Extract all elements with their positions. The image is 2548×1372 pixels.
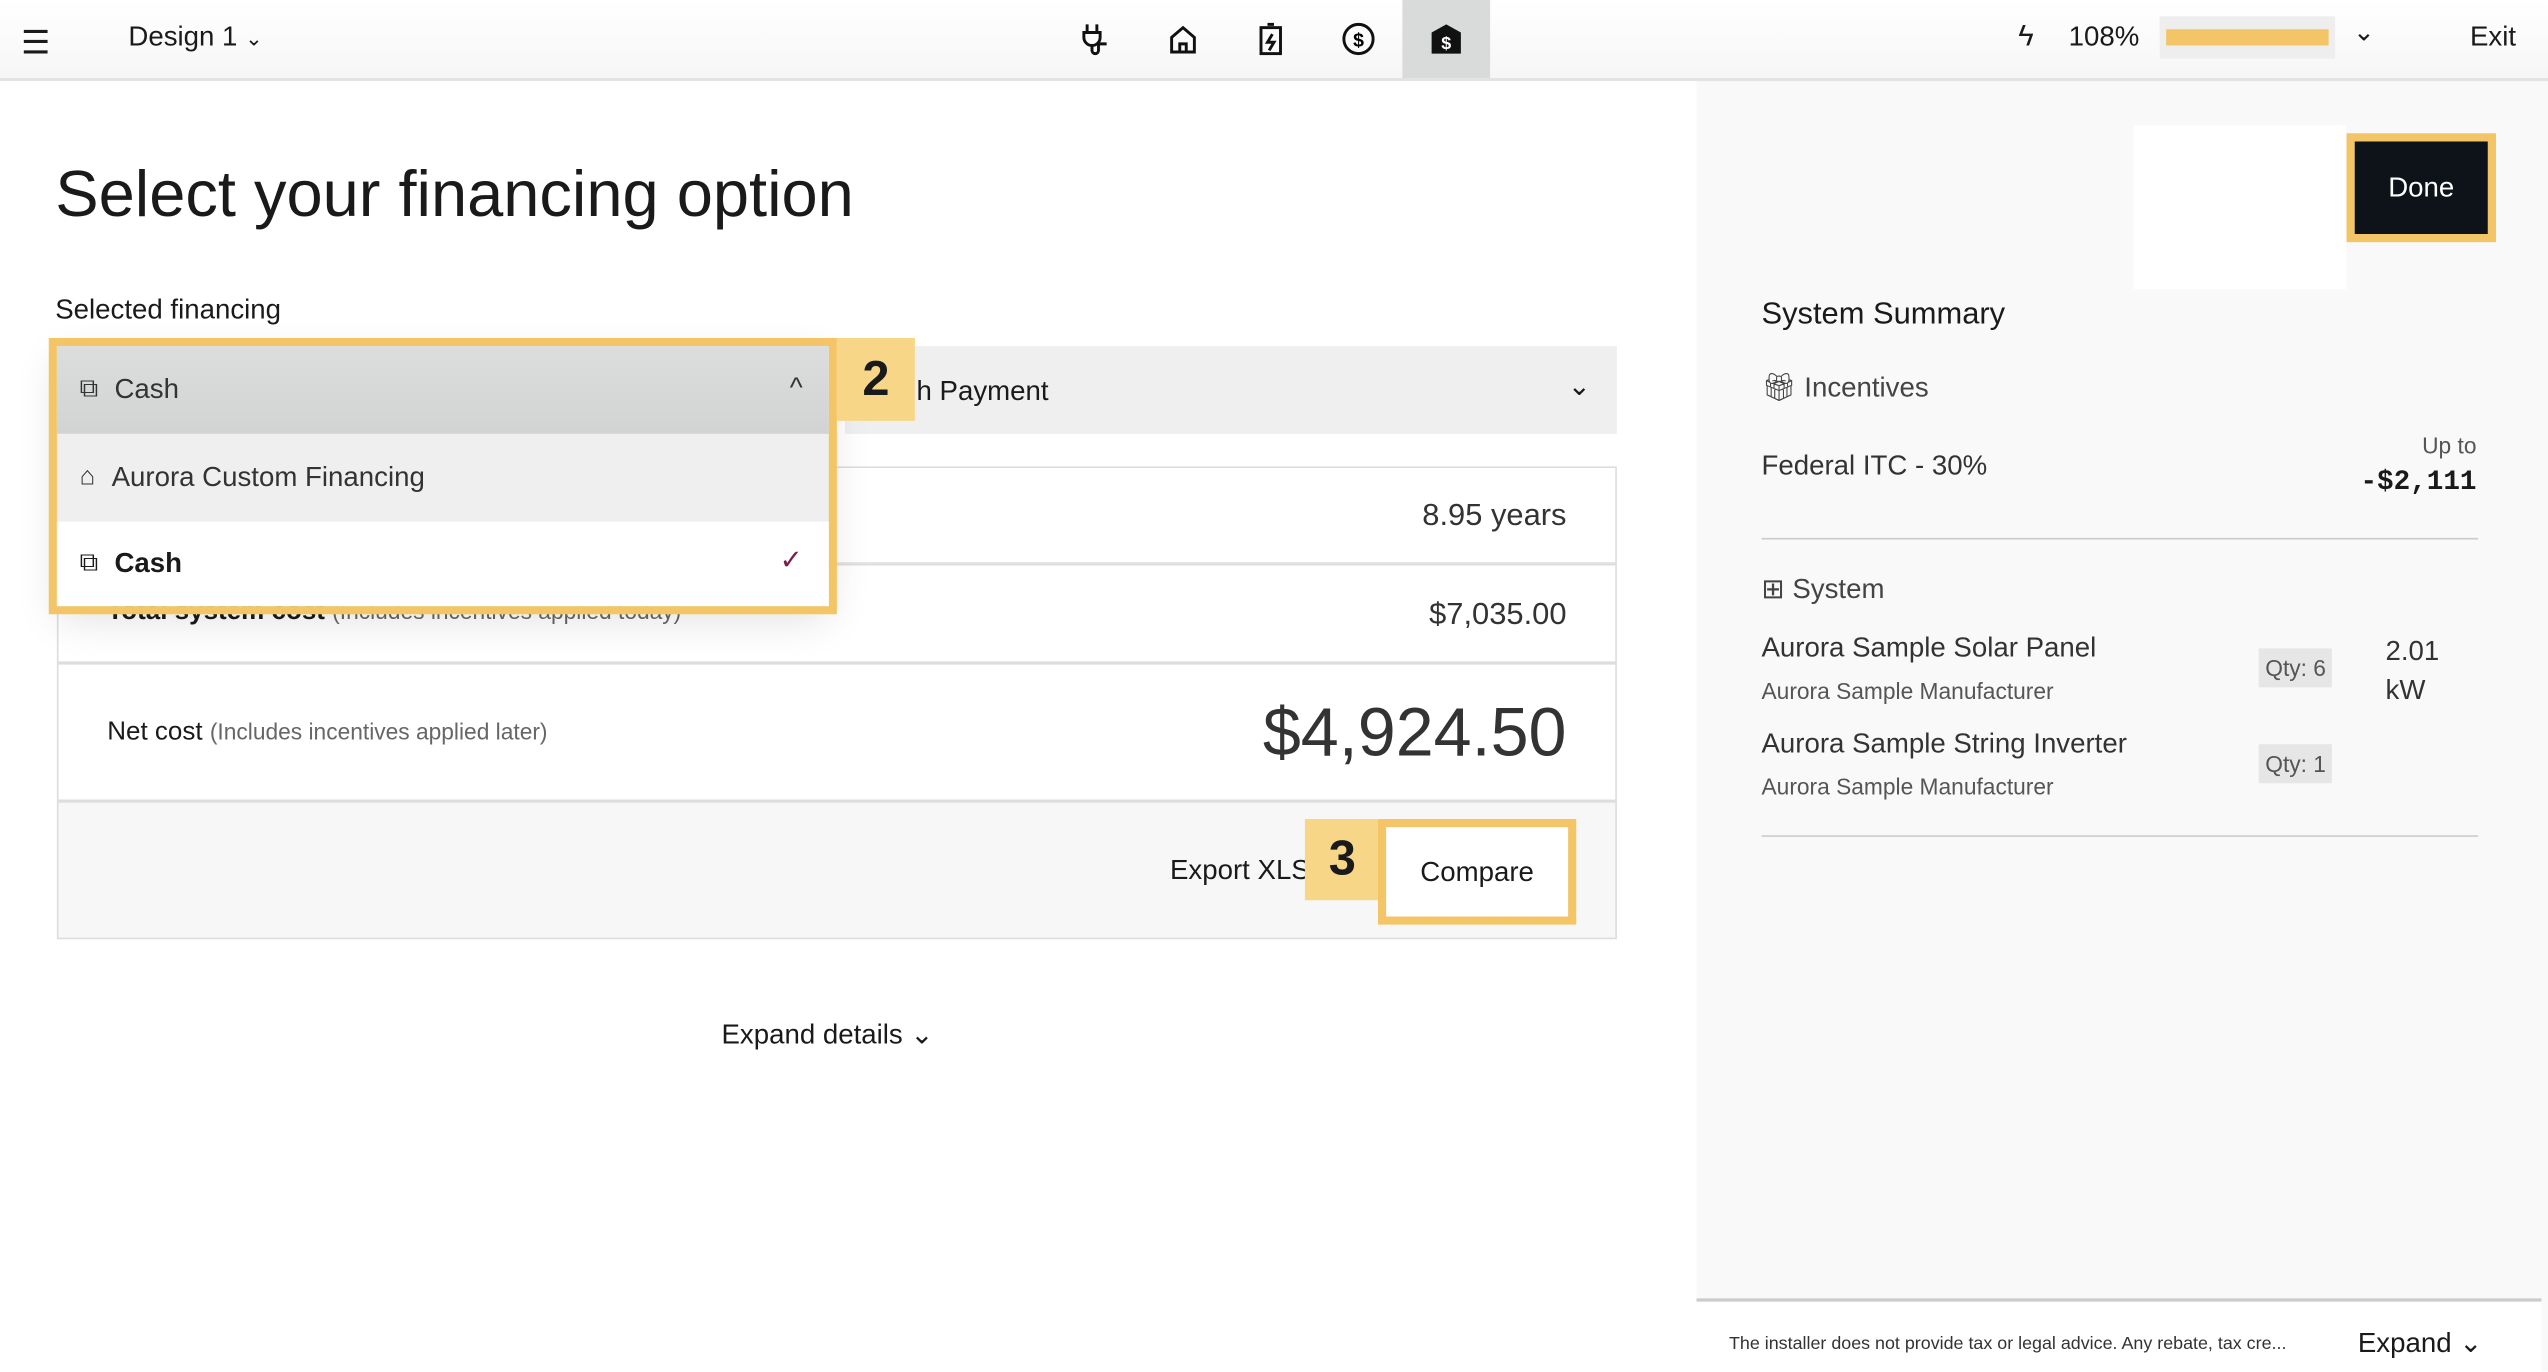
- lightning-icon: ϟ: [2018, 19, 2034, 53]
- financing-dropdown[interactable]: ⧉ Cash ^ ⌂ Aurora Custom Financing ⧉ Cash ✓: [48, 338, 837, 615]
- payment-select-value: h Payment: [916, 375, 1049, 407]
- disclaimer-bar: The installer does not provide tax or le…: [1696, 1298, 2542, 1372]
- summary-title: System Summary: [1761, 297, 2006, 332]
- plug-icon[interactable]: [1051, 0, 1139, 78]
- chevron-down-icon[interactable]: ⌄: [2353, 19, 2375, 48]
- check-icon: ✓: [779, 544, 803, 576]
- incentive-name: Federal ITC - 30%: [1761, 450, 1988, 481]
- net-cost-label: Net cost (Includes incentives applied la…: [107, 718, 548, 746]
- done-button[interactable]: Done: [2346, 133, 2496, 243]
- page-title: Select your financing option: [55, 159, 854, 231]
- chevron-down-icon: ⌄: [1567, 370, 1591, 402]
- selected-financing-label: Selected financing: [55, 294, 282, 325]
- system-summary-panel: Done System Summary 🎁︎ Incentives Federa…: [1696, 81, 2548, 1372]
- option-label: Cash: [114, 547, 183, 579]
- actions-row: Export XLS 3 Compare: [56, 801, 1617, 940]
- net-cost-row: Net cost (Includes incentives applied la…: [56, 663, 1617, 802]
- chevron-down-icon: ⌄: [245, 26, 263, 51]
- component-size: 2.01 kW: [2385, 635, 2440, 706]
- exit-button[interactable]: Exit: [2470, 21, 2517, 52]
- blank-area: [2133, 125, 2347, 290]
- option-label: Aurora Custom Financing: [111, 461, 425, 493]
- qty-badge: Qty: 6: [2258, 648, 2333, 688]
- bank-icon[interactable]: $: [1402, 0, 1491, 78]
- component-name: Aurora Sample String Inverter: [1761, 728, 2127, 759]
- expand-details-button[interactable]: Expand details ⌄: [722, 1019, 934, 1052]
- disclaimer-text: The installer does not provide tax or le…: [1729, 1334, 2287, 1354]
- design-name: Design 1: [128, 21, 238, 52]
- chevron-up-icon: ^: [789, 372, 803, 403]
- chevron-down-icon: ⌄: [910, 1018, 934, 1050]
- battery-icon[interactable]: [1227, 0, 1315, 78]
- home-icon[interactable]: [1139, 0, 1227, 78]
- design-selector[interactable]: Design 1 ⌄: [128, 21, 262, 54]
- menu-icon[interactable]: ☰: [21, 26, 51, 62]
- compare-button[interactable]: Compare: [1378, 819, 1577, 925]
- expand-label: Expand: [2357, 1327, 2452, 1359]
- component-maker: Aurora Sample Manufacturer: [1761, 773, 2054, 800]
- up-to-label: Up to: [2422, 432, 2477, 459]
- step-badge-2: 2: [836, 338, 915, 421]
- bank-icon: ⌂: [79, 463, 96, 491]
- production-percent: 108%: [2068, 21, 2140, 52]
- expand-button[interactable]: Expand ⌄: [2358, 1328, 2483, 1361]
- gift-icon: 🎁︎: [1761, 372, 1797, 403]
- system-header: ⊞ System: [1761, 573, 1885, 605]
- total-cost-value: $7,035.00: [1429, 598, 1567, 633]
- svg-text:$: $: [1441, 33, 1451, 53]
- component-maker: Aurora Sample Manufacturer: [1761, 677, 2054, 704]
- financing-panel: Select your financing option Selected fi…: [0, 81, 1697, 1372]
- expand-details-label: Expand details: [721, 1018, 903, 1050]
- divider: [1761, 537, 2479, 540]
- payment-select[interactable]: h Payment ⌄: [845, 346, 1617, 434]
- incentive-amount: -$2,111: [2360, 468, 2477, 499]
- dropdown-option[interactable]: ⌂ Aurora Custom Financing: [56, 433, 829, 522]
- production-bar: [2159, 16, 2336, 59]
- net-cost-value: $4,924.50: [1262, 693, 1567, 771]
- divider: [1761, 835, 2479, 837]
- incentives-header: 🎁︎ Incentives: [1761, 372, 1929, 403]
- grid-icon: ⊞: [1761, 573, 1785, 605]
- qty-badge: Qty: 1: [2258, 744, 2333, 784]
- payback-value: 8.95 years: [1422, 498, 1567, 533]
- top-bar: ☰ Design 1 ⌄ $ $ ϟ 108% ⌄ Exit: [0, 0, 2548, 82]
- dropdown-header[interactable]: ⧉ Cash ^: [56, 346, 829, 434]
- export-xls-button[interactable]: Export XLS: [1170, 854, 1310, 886]
- dollar-icon[interactable]: $: [1315, 0, 1403, 78]
- cash-icon: ⧉: [79, 375, 99, 403]
- step-badge-3: 3: [1304, 819, 1380, 901]
- component-name: Aurora Sample Solar Panel: [1761, 632, 2097, 663]
- dropdown-option[interactable]: ⧉ Cash ✓: [56, 521, 829, 607]
- cash-icon: ⧉: [79, 549, 99, 577]
- dropdown-selected-value: Cash: [114, 373, 179, 405]
- chevron-down-icon: ⌄: [2459, 1327, 2483, 1359]
- svg-text:$: $: [1353, 29, 1364, 51]
